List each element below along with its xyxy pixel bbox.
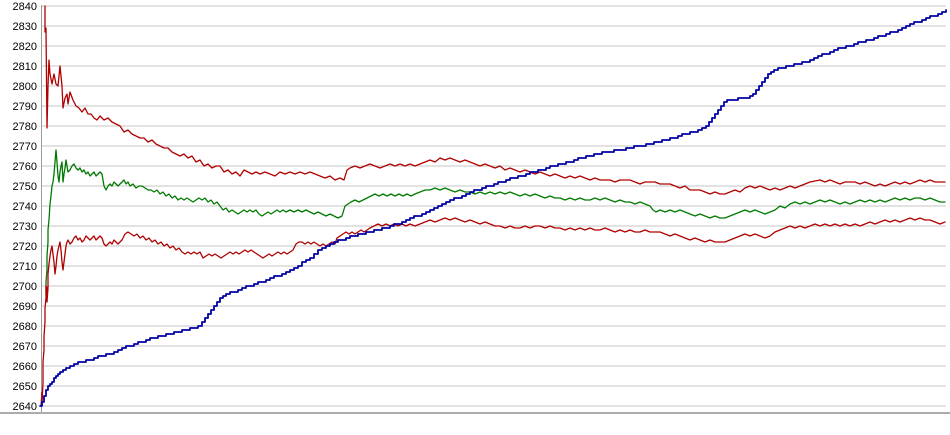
y-axis-tick-label: 2720: [13, 241, 37, 253]
y-axis-tick-label: 2650: [13, 381, 37, 393]
y-axis-tick-label: 2670: [13, 341, 37, 353]
y-axis-tick-label: 2680: [13, 321, 37, 333]
y-axis-tick-label: 2770: [13, 141, 37, 153]
y-axis-tick-label: 2820: [13, 41, 37, 53]
y-axis-tick-label: 2690: [13, 301, 37, 313]
y-axis-tick-label: 2660: [13, 361, 37, 373]
y-axis-tick-label: 2830: [13, 21, 37, 33]
series-cumulative-line: [39, 9, 947, 407]
y-axis-tick-label: 2740: [13, 201, 37, 213]
series-estimate-line: [45, 149, 946, 295]
y-axis-tick-label: 2700: [13, 281, 37, 293]
y-axis-tick-label: 2780: [13, 121, 37, 133]
y-axis-tick-label: 2810: [13, 61, 37, 73]
y-axis-tick-label: 2640: [13, 401, 37, 413]
y-axis-tick-label: 2750: [13, 181, 37, 193]
series-upper-bound-line: [44, 5, 946, 195]
y-axis-tick-label: 2710: [13, 261, 37, 273]
y-axis-tick-label: 2760: [13, 161, 37, 173]
y-axis-tick-label: 2840: [13, 1, 37, 13]
y-axis-tick-label: 2800: [13, 81, 37, 93]
y-axis-tick-label: 2730: [13, 221, 37, 233]
y-axis-tick-label: 2790: [13, 101, 37, 113]
series-lower-bound-line: [40, 217, 946, 407]
